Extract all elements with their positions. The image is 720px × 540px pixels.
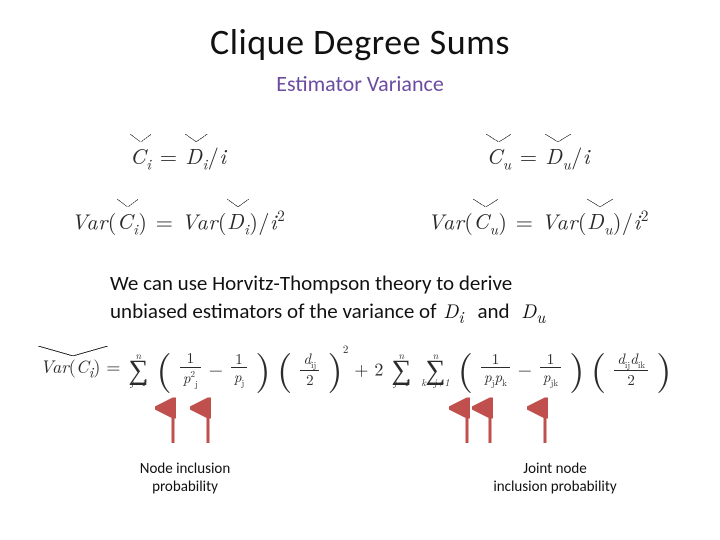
eq-top-right: Cu = Du/i <box>486 140 590 174</box>
inline-symbol-di: Di <box>441 295 472 324</box>
caption-right: Joint node inclusion probability <box>470 460 640 496</box>
frac-2last: dijdik 2 <box>614 351 648 388</box>
slide-title: Clique Degree Sums <box>0 20 720 64</box>
sum-2b: n ∑ k=j+1 <box>421 352 449 386</box>
sum-1: n ∑ j=1 <box>128 352 148 386</box>
frac-2a: 1 pjpk <box>481 351 510 388</box>
sum-2a: n ∑ j=1 <box>391 352 411 386</box>
frac-1b: 1 pj <box>231 351 247 388</box>
frac-1a: 1 p2j <box>180 350 201 388</box>
frac-1sq: dij 2 <box>300 351 319 388</box>
equation-row-1: Ci = Di/i Cu = Du/i <box>0 140 720 174</box>
body-line1: We can use Horvitz-Thompson theory to de… <box>110 270 512 296</box>
body-line2a: unbiased estimators of the variance of <box>110 298 437 324</box>
eq-top-left: Ci = Di/i <box>130 140 226 174</box>
equation-row-2: Var(Ci) = Var(Di)/i2 Var(Cu) = Var(Du)/i… <box>0 205 720 240</box>
body-and: and <box>477 298 509 324</box>
caption-left: Node inclusion probability <box>115 460 255 496</box>
eq-var-left: Var(Ci) = Var(Di)/i2 <box>71 205 285 240</box>
frac-2b: 1 pjk <box>540 351 561 388</box>
inline-symbol-du: Du <box>519 295 547 324</box>
variance-formula: Var(Ci) = n ∑ j=1 ( 1 p2j − 1 pj ) ( dij… <box>40 350 680 388</box>
body-text: We can use Horvitz-Thompson theory to de… <box>110 270 670 328</box>
eq-var-right: Var(Cu) = Var(Du)/i2 <box>428 205 649 240</box>
slide-subtitle: Estimator Variance <box>0 70 720 97</box>
